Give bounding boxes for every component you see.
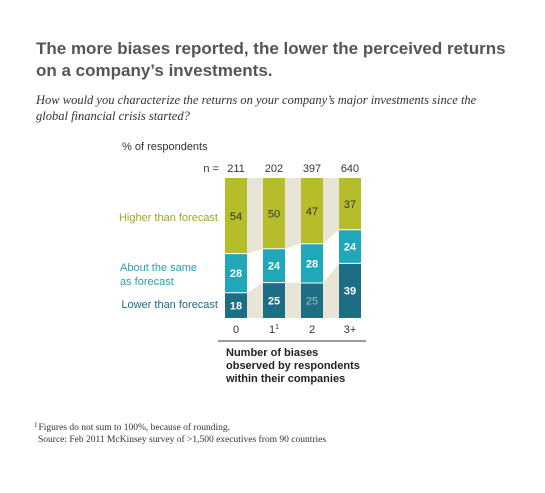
footnote-text: Figures do not sum to 100%, because of r… [38,423,231,433]
bar-segment-higher [263,178,285,249]
series-label-same: as forecast [120,276,174,288]
series-label-higher: Higher than forecast [119,212,218,224]
bar-segment-higher [301,178,323,244]
series-label-lower: Lower than forecast [121,299,218,311]
connector-band-lower [323,263,339,318]
bar-segment-same [263,248,285,283]
bar-segment-same [339,229,361,264]
data-label-lower: 18 [230,300,242,312]
connector-band-same [323,229,339,283]
bar-segment-higher [225,178,247,254]
connector-band-lower [285,282,301,318]
data-label-same: 28 [306,258,318,270]
bar-segment-same [225,253,247,293]
data-label-lower: 25 [268,295,280,307]
data-label-higher: 47 [306,206,318,218]
connector-band-same [247,248,263,293]
data-label-same: 28 [230,268,242,280]
n-value-label: 211 [227,163,245,175]
footnote-marker: 1 [34,421,38,429]
category-tick-label: 11 [269,324,279,336]
connector-band-higher [247,178,263,254]
data-label-higher: 54 [230,211,242,223]
connector-band-higher [285,178,301,249]
x-axis-title-line: within their companies [225,373,345,385]
x-axis-title-line: Number of biases [226,347,318,359]
footnote: 1Figures do not sum to 100%, because of … [34,421,230,433]
bar-segment-lower [263,282,285,318]
bar-segment-lower [225,292,247,318]
n-value-label: 640 [341,163,359,175]
connector-band-higher [323,178,339,244]
data-label-lower: 25 [306,296,318,308]
data-label-same: 24 [268,261,281,273]
n-value-label: 202 [265,163,283,175]
source-note: Source: Feb 2011 McKinsey survey of >1,5… [38,435,327,445]
bar-segment-lower [301,283,323,318]
n-value-label: 397 [303,163,321,175]
n-prefix-label: n = [203,163,219,175]
data-label-higher: 50 [268,208,280,220]
data-label-same: 24 [344,242,357,254]
data-label-lower: 39 [344,286,356,298]
connector-band-lower [247,282,263,318]
series-label-same: About the same [120,262,197,274]
category-tick-label: 2 [309,324,315,336]
chart-title: The more biases reported, the lower the … [36,39,506,80]
category-tick-label: 0 [233,324,239,336]
bar-segment-higher [339,178,361,230]
category-tick-label: 3+ [344,324,357,336]
x-axis-title-line: observed by respondents [226,360,360,372]
connector-band-same [285,243,301,283]
bar-segment-same [301,243,323,283]
data-label-higher: 37 [344,199,356,211]
survey-question: How would you characterize the returns o… [36,93,477,123]
bar-segment-lower [339,263,361,318]
unit-label: % of respondents [122,141,208,153]
tick-superscript: 1 [275,324,279,331]
